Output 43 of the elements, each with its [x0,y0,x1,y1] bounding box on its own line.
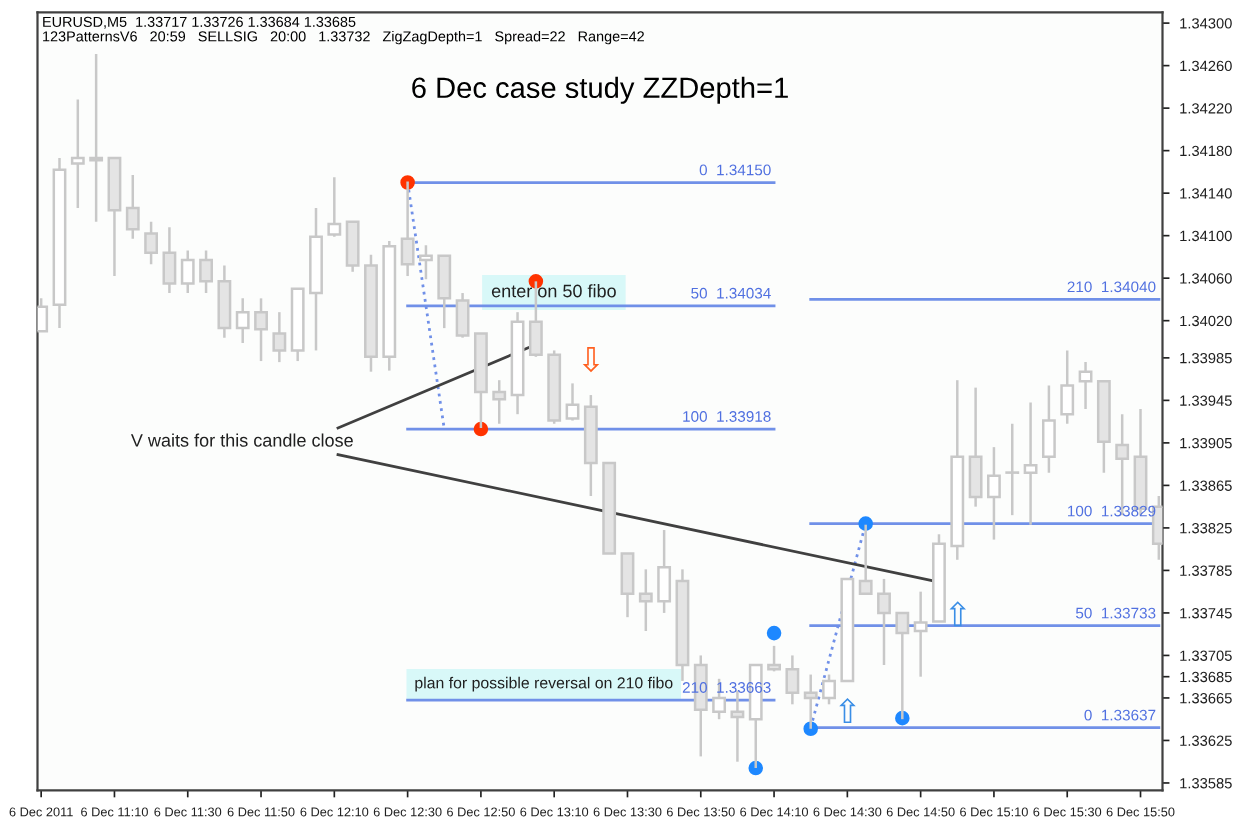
candlestick [455,291,470,339]
candlestick [37,297,49,333]
annotation: ⇩ [582,347,600,373]
candlestick [767,644,781,673]
candlestick [70,98,85,210]
candlestick [785,654,800,706]
candlestick [162,225,177,295]
candlestick [968,386,983,508]
annotation: ⇧ [949,601,967,627]
candlestick [565,382,580,422]
candlestick [987,445,1001,541]
candlestick [638,568,653,633]
candlestick [254,297,268,363]
candlestick [1060,349,1075,426]
candlestick [822,673,836,706]
candlestick [345,220,360,274]
candlestick [1041,384,1056,474]
candlestick [89,52,104,224]
point [766,625,782,641]
candlestick [657,528,672,615]
candlestick [180,249,195,295]
candlestick [1078,360,1093,411]
candlestick [235,297,250,345]
text: 6 Dec case study ZZDepth=1 [412,76,788,104]
annotation: enter on 50 fibo [491,284,616,298]
point [473,421,489,437]
annotation: ⇧ [839,697,856,724]
candlestick [327,175,342,238]
candlestick [730,689,745,763]
candlestick [125,173,140,241]
candlestick [913,590,928,678]
candlestick [1023,401,1038,526]
candlestick [144,220,159,266]
candlestick [492,378,507,426]
candlestick [272,310,287,364]
candlestick [419,243,433,281]
candlestick [620,552,635,619]
candlestick [437,254,452,330]
annotation: V waits for this candle close [130,433,353,447]
candlestick [199,249,213,295]
candlestick [877,577,891,667]
candlestick [217,264,232,339]
candlestick [1005,422,1020,517]
